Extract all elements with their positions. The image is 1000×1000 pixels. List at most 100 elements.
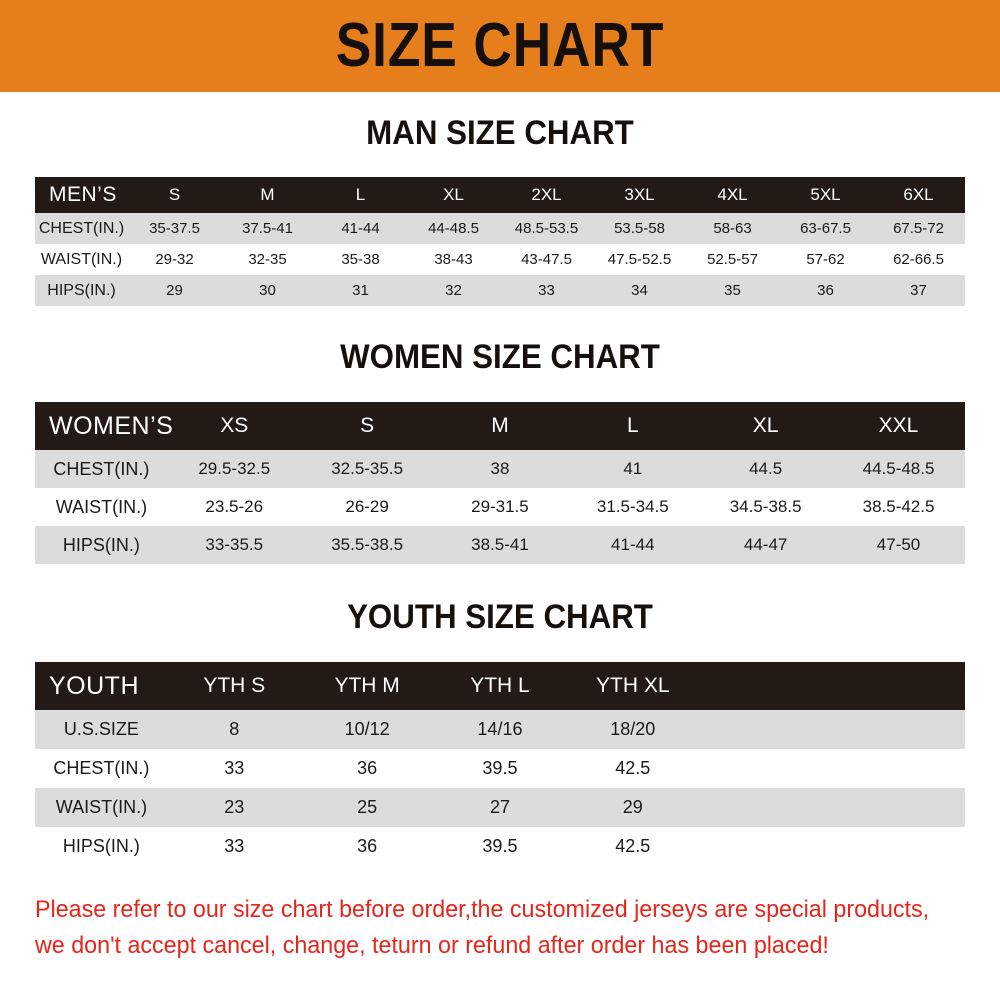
youth-row-label-ussize: U.S.SIZE [63,719,139,739]
youth-cell-spacer [832,788,965,827]
men-chest-3xl: 53.5-58 [614,220,665,237]
youth-waist-s: 23 [224,797,245,817]
men-hips-l: 31 [352,282,369,299]
youth-ussize-xl: 18/20 [610,719,656,739]
men-hips-m: 30 [259,282,276,299]
youth-hips-l: 39.5 [482,836,518,856]
men-size-header-2xl: 2XL [531,185,562,204]
youth-size-header-m: YTH M [334,674,400,697]
youth-chest-xl: 42.5 [615,758,651,778]
youth-table-body: U.S.SIZE 8 10/12 14/16 18/20 CHEST(IN.) … [35,710,965,866]
men-size-header-l: L [355,185,366,204]
women-row-label-chest: CHEST(IN.) [53,458,150,479]
youth-ussize-l: 14/16 [477,719,523,739]
youth-cell-spacer [699,749,832,788]
youth-cell-spacer [699,710,832,749]
table-row: WAIST(IN.) 23.5-26 26-29 29-31.5 31.5-34… [35,488,965,526]
women-row-label-waist: WAIST(IN.) [55,496,148,517]
men-chest-xl: 44-48.5 [428,220,479,237]
women-hips-xs: 33-35.5 [205,535,264,554]
youth-hips-m: 36 [357,836,378,856]
youth-cell-spacer [699,827,832,866]
youth-row-label-chest: CHEST(IN.) [53,758,150,778]
men-size-section: MAN SIZE CHART MEN’S S M L XL 2XL 3XL 4X… [0,116,1000,306]
youth-waist-xl: 29 [622,797,643,817]
men-hips-2xl: 33 [538,282,555,299]
women-table-body: CHEST(IN.) 29.5-32.5 32.5-35.5 38 41 44.… [35,450,965,564]
men-waist-l: 35-38 [341,251,380,268]
men-row-label-hips: HIPS(IN.) [47,281,116,299]
women-chest-s: 32.5-35.5 [331,459,404,478]
youth-chest-m: 36 [357,758,378,778]
youth-waist-l: 27 [489,797,510,817]
women-size-header-s: S [360,414,375,437]
women-table-head: WOMEN’S XS S M L XL XXL [35,402,965,450]
men-table-body: CHEST(IN.) 35-37.5 37.5-41 41-44 44-48.5… [35,213,965,306]
men-waist-2xl: 43-47.5 [521,251,572,268]
men-size-header-5xl: 5XL [810,185,841,204]
youth-size-table: YOUTH YTH S YTH M YTH L YTH XL U.S.SIZE … [35,662,965,866]
men-hips-5xl: 36 [817,282,834,299]
women-size-section: WOMEN SIZE CHART WOMEN’S XS S M L XL XXL… [0,340,1000,564]
men-hips-6xl: 37 [910,282,927,299]
youth-size-header-xl: YTH XL [596,674,670,697]
men-hips-4xl: 35 [724,282,741,299]
women-chest-xs: 29.5-32.5 [198,459,271,478]
women-chest-m: 38 [490,459,510,478]
women-waist-xs: 23.5-26 [205,497,264,516]
youth-hips-s: 33 [224,836,245,856]
table-row: HIPS(IN.) 33 36 39.5 42.5 [35,827,965,866]
men-chest-2xl: 48.5-53.5 [514,220,579,237]
men-waist-5xl: 57-62 [806,251,845,268]
table-row: U.S.SIZE 8 10/12 14/16 18/20 [35,710,965,749]
men-size-table: MEN’S S M L XL 2XL 3XL 4XL 5XL 6XL CHEST… [35,177,965,306]
men-waist-m: 32-35 [248,251,287,268]
men-header-row: MEN’S S M L XL 2XL 3XL 4XL 5XL 6XL [35,177,965,213]
youth-waist-m: 25 [357,797,378,817]
women-hips-xxl: 47-50 [876,535,921,554]
men-chest-4xl: 58-63 [713,220,752,237]
youth-row-label-waist: WAIST(IN.) [55,797,148,817]
women-chest-xl: 44.5 [749,459,783,478]
women-hips-m: 38.5-41 [471,535,529,554]
women-chest-l: 41 [623,459,643,478]
women-size-header-m: M [491,414,509,437]
youth-ussize-m: 10/12 [344,719,390,739]
table-row: WAIST(IN.) 23 25 27 29 [35,788,965,827]
men-row-label-waist: WAIST(IN.) [40,250,123,268]
men-chest-s: 35-37.5 [149,220,200,237]
youth-size-header-s: YTH S [203,674,266,697]
order-policy-note-line-1: Please refer to our size chart before or… [35,896,930,923]
youth-row-label-hips: HIPS(IN.) [62,836,140,856]
men-header-label: MEN’S [49,183,117,206]
women-waist-m: 29-31.5 [471,497,529,516]
youth-size-header-l: YTH L [470,674,530,697]
youth-hips-xl: 42.5 [615,836,651,856]
men-size-header-6xl: 6XL [903,185,934,204]
women-row-label-hips: HIPS(IN.) [62,534,140,555]
women-size-header-xs: XS [220,414,249,437]
men-waist-3xl: 47.5-52.5 [607,251,672,268]
youth-cell-spacer [699,788,832,827]
table-row: CHEST(IN.) 29.5-32.5 32.5-35.5 38 41 44.… [35,450,965,488]
women-size-header-xxl: XXL [878,414,919,437]
table-row: CHEST(IN.) 33 36 39.5 42.5 [35,749,965,788]
women-header-row: WOMEN’S XS S M L XL XXL [35,402,965,450]
men-waist-4xl: 52.5-57 [707,251,758,268]
men-size-header-3xl: 3XL [624,185,655,204]
men-size-header-4xl: 4XL [717,185,748,204]
women-size-table: WOMEN’S XS S M L XL XXL CHEST(IN.) 29.5-… [35,402,965,564]
women-waist-xxl: 38.5-42.5 [862,497,935,516]
youth-header-label: YOUTH [49,671,139,700]
youth-ussize-s: 8 [229,719,240,739]
men-hips-3xl: 34 [631,282,648,299]
men-chest-6xl: 67.5-72 [893,220,944,237]
youth-section-title: YOUTH SIZE CHART [347,598,653,636]
table-row: WAIST(IN.) 29-32 32-35 35-38 38-43 43-47… [35,244,965,275]
table-row: HIPS(IN.) 29 30 31 32 33 34 35 36 37 [35,275,965,306]
order-policy-note: Please refer to our size chart before or… [35,892,937,965]
youth-table-head: YOUTH YTH S YTH M YTH L YTH XL [35,662,965,710]
men-waist-s: 29-32 [155,251,194,268]
youth-chest-l: 39.5 [482,758,518,778]
men-chest-l: 41-44 [341,220,380,237]
